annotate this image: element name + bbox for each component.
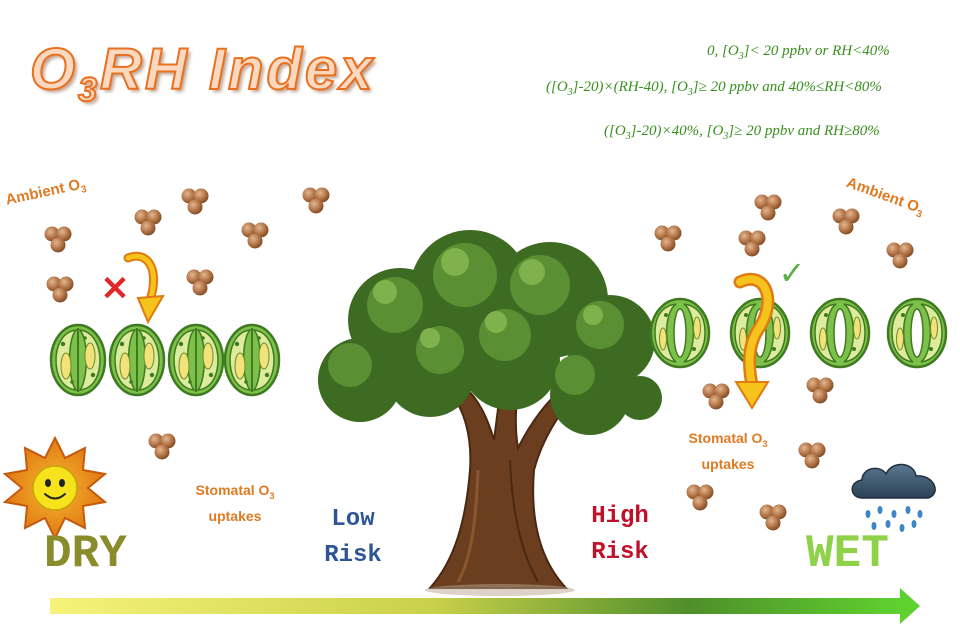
rain-cloud-icon [851,463,936,532]
stomatal-uptake-label-right: Stomatal O3 uptakes [688,430,768,472]
stomatal-uptake-label-left: Stomatal O3 uptakes [195,482,275,524]
blocked-uptake-arrow [123,251,165,325]
equation-mid: ([O3]-20)×(RH-40), [O3]≥ 20 ppbv and 40%… [546,79,882,98]
ozone-molecule [702,383,730,410]
ozone-molecule [186,269,214,296]
dry-to-wet-arrow [50,588,920,624]
open-stoma [649,297,711,369]
equation-low: 0, [O3]< 20 ppbv or RH<40% [707,43,890,62]
blocked-cross-mark: ✕ [101,270,130,308]
ozone-molecule [241,222,269,249]
closed-stoma [167,323,225,397]
open-stomata-row [649,297,948,369]
ozone-molecule [46,276,74,303]
open-stoma [809,297,871,369]
allowed-check-mark: ✓ [779,254,806,292]
low-risk-label: Low Risk [324,506,382,569]
ozone-molecule [654,225,682,252]
dry-label: DRY [44,528,127,580]
ozone-molecule [754,194,782,221]
page-title: O3RH Index [29,36,376,110]
ozone-molecule [759,504,787,531]
ozone-molecule [148,433,176,460]
ozone-molecule [798,442,826,469]
equation-high: ([O3]-20)×40%, [O3]≥ 20 ppbv and RH≥80% [604,123,880,142]
open-stoma [886,297,948,369]
sun-icon [2,435,108,541]
ozone-molecule [738,230,766,257]
ozone-molecule [806,377,834,404]
ozone-molecule [181,188,209,215]
ozone-molecule [134,209,162,236]
wet-label: WET [806,528,889,580]
closed-stoma [49,323,107,397]
closed-stomata-row [49,323,281,397]
high-risk-label: High Risk [591,503,649,566]
ozone-molecule [686,484,714,511]
ozone-molecule [302,187,330,214]
ozone-molecule [44,226,72,253]
ozone-molecule [832,208,860,235]
ozone-molecule [886,242,914,269]
stomatal-uptake-arrow [733,273,775,410]
tree [318,230,662,596]
closed-stoma [108,323,166,397]
closed-stoma [223,323,281,397]
